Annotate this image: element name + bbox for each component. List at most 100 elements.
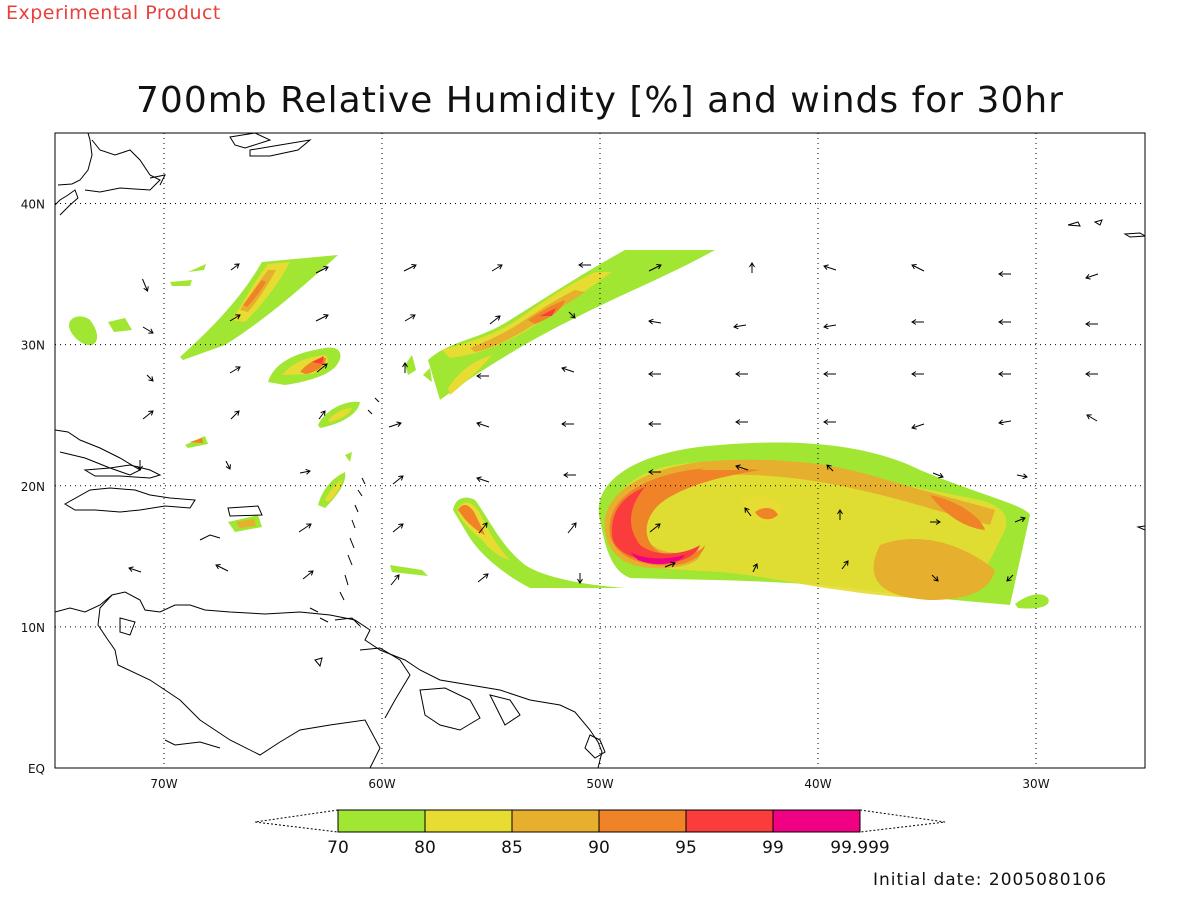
wind-arrow <box>476 476 490 483</box>
wind-arrow <box>1085 273 1099 280</box>
wind-arrow <box>215 564 229 572</box>
wind-arrow <box>998 419 1012 426</box>
colorbar-label: 99.999 <box>830 838 889 858</box>
wind-arrow <box>1014 516 1026 523</box>
wind-arrow <box>1006 574 1014 582</box>
lon-tick-label: 40W <box>804 777 831 791</box>
humidity-blob-west <box>268 347 341 385</box>
wind-arrow <box>932 472 944 479</box>
wind-arrow <box>1016 473 1028 480</box>
wind-arrow <box>402 362 408 373</box>
wind-arrow <box>911 423 925 430</box>
wind-arrow <box>563 472 576 478</box>
lat-tick-label: EQ <box>28 762 45 776</box>
chart-title: 700mb Relative Humidity [%] and winds fo… <box>136 80 1064 121</box>
wind-arrow <box>489 315 501 325</box>
wind-arrow <box>931 574 939 582</box>
wind-arrow <box>561 421 574 427</box>
wind-arrow <box>225 460 231 470</box>
lat-tick-label: 20N <box>21 480 45 494</box>
initial-date: Initial date: 2005080106 <box>873 870 1108 890</box>
humidity-band-central <box>428 250 715 400</box>
colorbar-swatch <box>685 809 774 833</box>
colorbar-label: 95 <box>675 838 697 858</box>
wind-arrow <box>568 311 576 319</box>
wind-arrow <box>128 566 142 573</box>
wind-arrow <box>823 419 836 425</box>
colorbar-label: 70 <box>327 838 349 858</box>
wind-arrow <box>298 523 312 533</box>
latitude-axis: EQ 10N 20N 30N 40N <box>21 198 45 776</box>
wind-arrow <box>749 262 755 273</box>
coastlines <box>55 133 1145 768</box>
humidity-band-northwest <box>180 255 338 360</box>
wind-arrow <box>1086 414 1098 422</box>
colorbar-label: 99 <box>762 838 784 858</box>
colorbar-label: 80 <box>414 838 436 858</box>
wind-arrow <box>823 323 837 330</box>
longitude-axis: 70W 60W 50W 40W 30W <box>150 777 1049 791</box>
wind-vectors <box>128 262 1099 586</box>
wind-arrow <box>491 264 503 272</box>
wind-arrow <box>315 314 329 322</box>
wind-arrow <box>577 573 583 584</box>
wind-arrow <box>648 318 662 325</box>
wind-arrow <box>735 371 748 377</box>
wind-arrow <box>142 326 154 334</box>
wind-arrow <box>403 264 417 272</box>
wind-arrow <box>476 373 489 379</box>
lon-tick-label: 60W <box>368 777 395 791</box>
wind-arrow <box>998 271 1011 277</box>
wind-arrow <box>648 264 662 272</box>
wind-arrow <box>392 523 404 533</box>
wind-arrow <box>146 374 154 382</box>
wind-arrow <box>137 460 143 471</box>
wind-arrow <box>299 468 311 475</box>
wind-arrow <box>823 264 837 271</box>
wind-arrow <box>316 363 328 373</box>
wind-arrow <box>930 519 941 525</box>
wind-arrow <box>142 410 154 420</box>
colorbar-label: 90 <box>588 838 610 858</box>
wind-arrow <box>477 573 489 583</box>
wind-arrow <box>578 262 591 268</box>
wind-arrow <box>1085 321 1098 327</box>
colorbar-swatch <box>424 809 513 833</box>
wind-arrow <box>315 266 329 274</box>
wind-arrow <box>388 421 402 428</box>
wind-arrow <box>229 366 241 374</box>
colorbar: 70 80 85 90 95 99 99.999 <box>254 809 946 858</box>
map-frame <box>54 132 1146 769</box>
colorbar-left-triangle <box>254 809 339 833</box>
wind-arrow <box>733 323 747 330</box>
wind-arrow <box>390 574 400 586</box>
lon-tick-label: 50W <box>586 777 613 791</box>
wind-arrow <box>476 421 490 428</box>
wind-arrow <box>229 314 241 322</box>
wind-arrow <box>567 522 577 534</box>
lat-tick-label: 10N <box>21 621 45 635</box>
lat-tick-label: 40N <box>21 198 45 212</box>
wind-arrow <box>664 561 676 568</box>
wind-arrow <box>392 475 404 485</box>
wind-arrow <box>735 464 749 471</box>
wind-arrow <box>478 522 488 534</box>
humidity-hurricane-spiral <box>598 442 1030 605</box>
wind-arrow <box>911 319 924 325</box>
wind-arrow <box>302 570 314 580</box>
wind-arrow <box>841 560 849 570</box>
humidity-small-patches <box>69 264 1049 609</box>
wind-arrow <box>142 278 149 292</box>
humidity-band-southwest <box>453 497 625 588</box>
wind-arrow <box>648 469 661 475</box>
experimental-product-label: Experimental Product <box>6 2 221 24</box>
wind-arrow <box>998 319 1011 325</box>
map-gridlines <box>55 133 1145 768</box>
wind-arrow <box>230 410 240 420</box>
colorbar-swatch <box>772 809 861 833</box>
wind-arrow <box>998 371 1011 377</box>
colorbar-right-triangle <box>859 809 946 833</box>
wind-arrow <box>837 509 843 520</box>
wind-arrow <box>648 371 661 377</box>
wind-arrow <box>404 314 416 322</box>
